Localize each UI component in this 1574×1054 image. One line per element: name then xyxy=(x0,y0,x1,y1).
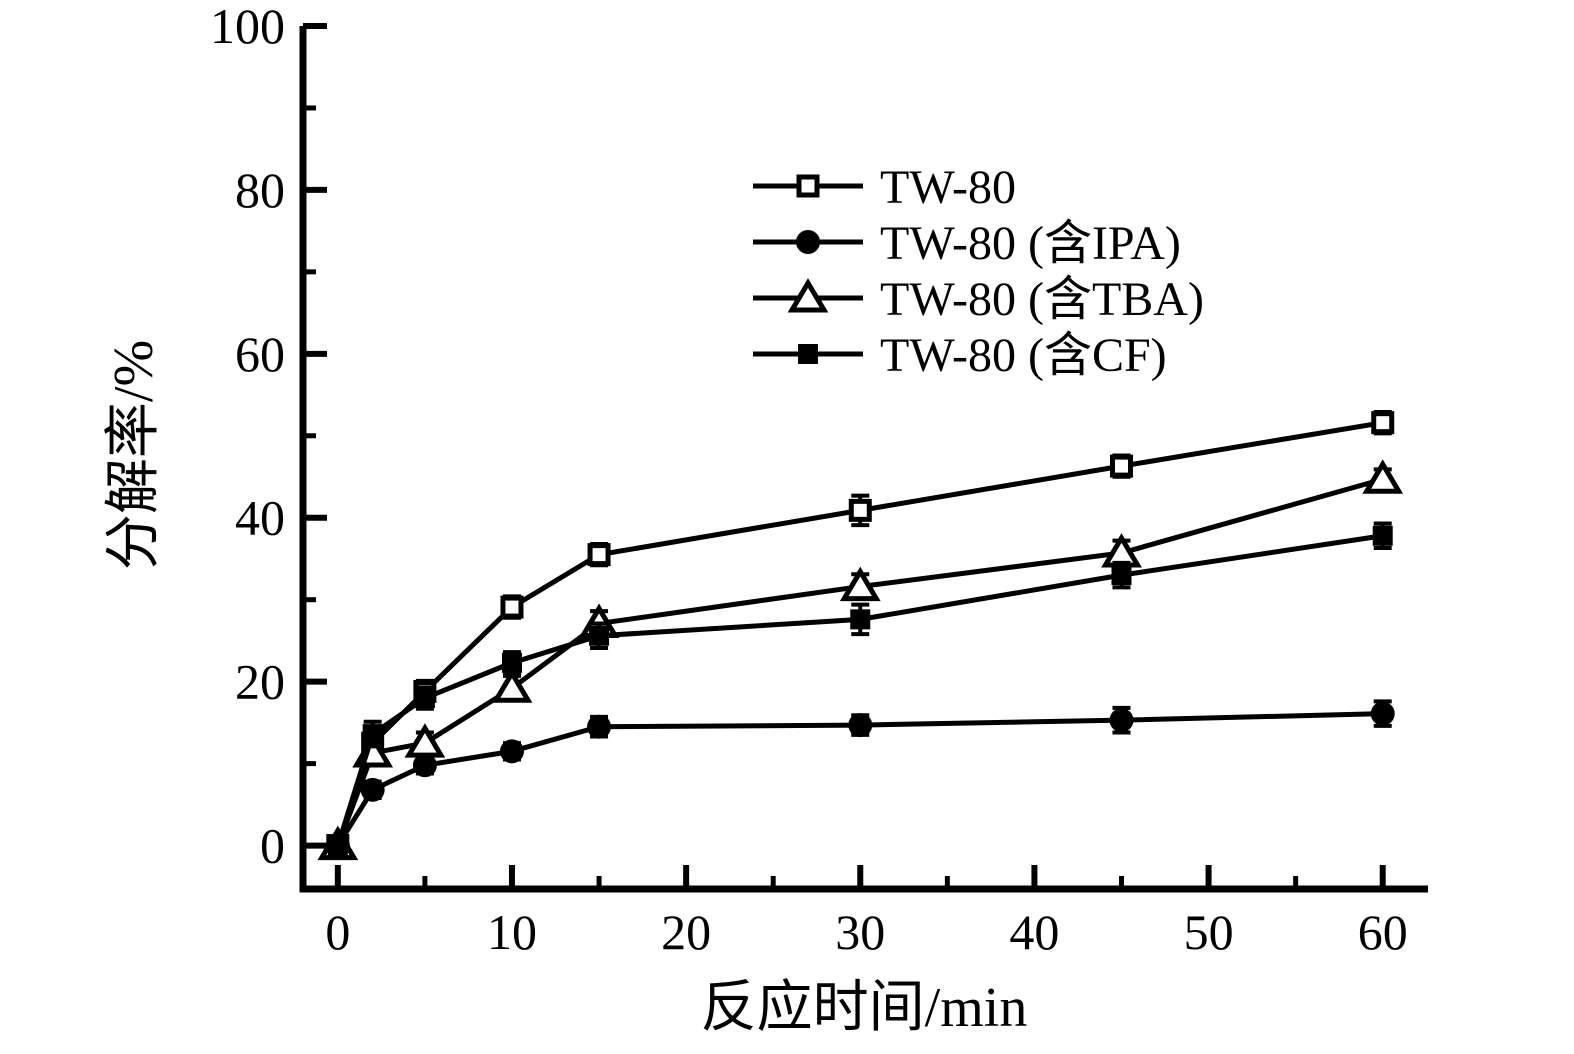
x-tick-label: 40 xyxy=(1009,904,1059,960)
filled-circle-marker xyxy=(1109,708,1134,733)
filled-square-marker xyxy=(362,724,383,745)
x-axis-title: 反应时间/min xyxy=(701,977,1028,1039)
filled-circle-marker xyxy=(499,739,524,764)
y-tick-label: 0 xyxy=(260,818,285,874)
open-square-marker xyxy=(1371,411,1395,435)
open-square-marker xyxy=(1109,454,1133,478)
x-tick-label: 30 xyxy=(835,904,885,960)
legend-item-tw-80-tba: TW-80 (含TBA) xyxy=(753,273,1204,326)
x-tick-label: 10 xyxy=(487,904,537,960)
open-square-marker xyxy=(500,595,524,619)
x-tick-label: 60 xyxy=(1358,904,1408,960)
x-tick-label: 20 xyxy=(661,904,711,960)
legend-label: TW-80 xyxy=(880,161,1016,214)
open-triangle-marker xyxy=(491,668,533,703)
y-tick-label: 40 xyxy=(235,490,285,546)
open-triangle-marker xyxy=(839,566,881,602)
filled-circle-marker xyxy=(587,714,612,739)
series-tw-80-cf xyxy=(327,521,1393,856)
open-triangle-marker xyxy=(404,723,446,758)
tick-labels-layer: 0 10 20 30 40 50 60 0 20 40 60 80 100 xyxy=(210,0,1408,960)
series-layer xyxy=(317,410,1404,861)
filled-circle-marker xyxy=(360,777,385,802)
y-tick-label: 100 xyxy=(210,0,285,54)
filled-square-marker xyxy=(798,344,818,364)
series-tw-80-ipa xyxy=(325,699,1395,858)
y-tick-label: 60 xyxy=(235,326,285,382)
x-tick-label: 0 xyxy=(325,904,350,960)
open-square-marker xyxy=(848,498,872,522)
open-triangle-marker xyxy=(787,278,829,313)
filled-square-marker xyxy=(850,609,871,630)
filled-square-marker xyxy=(327,835,348,856)
legend-label: TW-80 (含IPA) xyxy=(880,217,1181,270)
legend-item-tw-80-cf: TW-80 (含CF) xyxy=(753,329,1167,382)
filled-circle-marker xyxy=(848,713,873,738)
open-triangle-marker xyxy=(1362,459,1404,494)
y-tick-label: 20 xyxy=(235,654,285,710)
filled-circle-marker xyxy=(412,753,437,778)
legend-label: TW-80 (含TBA) xyxy=(880,273,1204,326)
legend-item-tw-80-ipa: TW-80 (含IPA) xyxy=(753,217,1181,270)
open-square-marker xyxy=(796,174,820,198)
filled-circle-marker xyxy=(1370,701,1395,726)
open-square-marker xyxy=(587,543,611,567)
filled-circle-marker xyxy=(796,230,820,254)
filled-square-marker xyxy=(589,625,610,646)
filled-square-marker xyxy=(501,652,522,673)
series-line xyxy=(335,476,1384,847)
axis-spine xyxy=(299,26,1428,893)
legend-label: TW-80 (含CF) xyxy=(880,329,1167,382)
filled-square-marker xyxy=(1372,525,1393,546)
y-tick-label: 80 xyxy=(235,162,285,218)
filled-square-marker xyxy=(1111,565,1132,586)
axes-layer xyxy=(299,23,1428,893)
y-axis-title: 分解率/% xyxy=(103,340,165,570)
legend-item-tw-80: TW-80 xyxy=(753,161,1016,214)
filled-square-marker xyxy=(414,688,435,709)
x-tick-label: 50 xyxy=(1184,904,1234,960)
